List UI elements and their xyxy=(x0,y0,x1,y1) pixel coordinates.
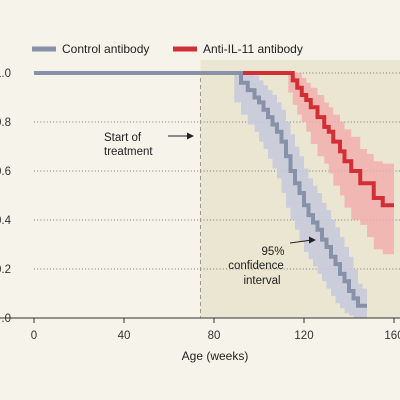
annotation-ci-line1: 95% xyxy=(261,246,284,258)
annotation-start-of-treatment: Start of treatment xyxy=(104,132,194,158)
annotation-ci-arrowhead xyxy=(309,236,316,244)
legend-label-control: Control antibody xyxy=(62,42,149,56)
ci-band-control xyxy=(34,73,367,318)
y-tick-label-0: .0 xyxy=(1,313,11,325)
axis-ticks: .0 0.2 0.4 0.6 0.8 1.0 0 40 80 120 160 xyxy=(0,68,400,342)
series-lines xyxy=(34,71,394,308)
annotation-start-of-treatment-line1: Start of xyxy=(104,132,142,144)
x-tick-label-3: 120 xyxy=(294,330,313,342)
x-tick-label-1: 40 xyxy=(118,330,131,342)
annotation-confidence-interval: 95% confidence interval xyxy=(228,236,316,287)
annotation-start-of-treatment-arrowhead xyxy=(187,132,194,140)
ci-band-anti-il11 xyxy=(34,73,394,255)
y-tick-label-2: 0.4 xyxy=(0,215,12,227)
confidence-bands xyxy=(34,73,394,318)
annotation-ci-arrow xyxy=(289,239,313,244)
annotation-ci-line3: interval xyxy=(243,275,280,287)
survival-line-anti-il11 xyxy=(34,71,394,208)
y-tick-label-4: 0.8 xyxy=(0,117,11,129)
annotation-ci-line2: confidence xyxy=(228,260,284,272)
survival-line-control xyxy=(34,71,367,308)
legend-label-anti-il11: Anti-IL-11 antibody xyxy=(203,42,303,56)
y-tick-label-5: 1.0 xyxy=(0,68,11,80)
x-axis-title: Age (weeks) xyxy=(182,349,249,363)
x-tick-label-4: 160 xyxy=(384,330,400,342)
x-tick-label-0: 0 xyxy=(31,330,37,342)
x-tick-label-2: 80 xyxy=(208,330,221,342)
y-tick-label-3: 0.6 xyxy=(0,166,11,178)
annotation-start-of-treatment-line2: treatment xyxy=(104,146,153,158)
y-tick-label-1: 0.2 xyxy=(0,264,11,276)
legend: Control antibody Anti-IL-11 antibody xyxy=(32,42,303,56)
